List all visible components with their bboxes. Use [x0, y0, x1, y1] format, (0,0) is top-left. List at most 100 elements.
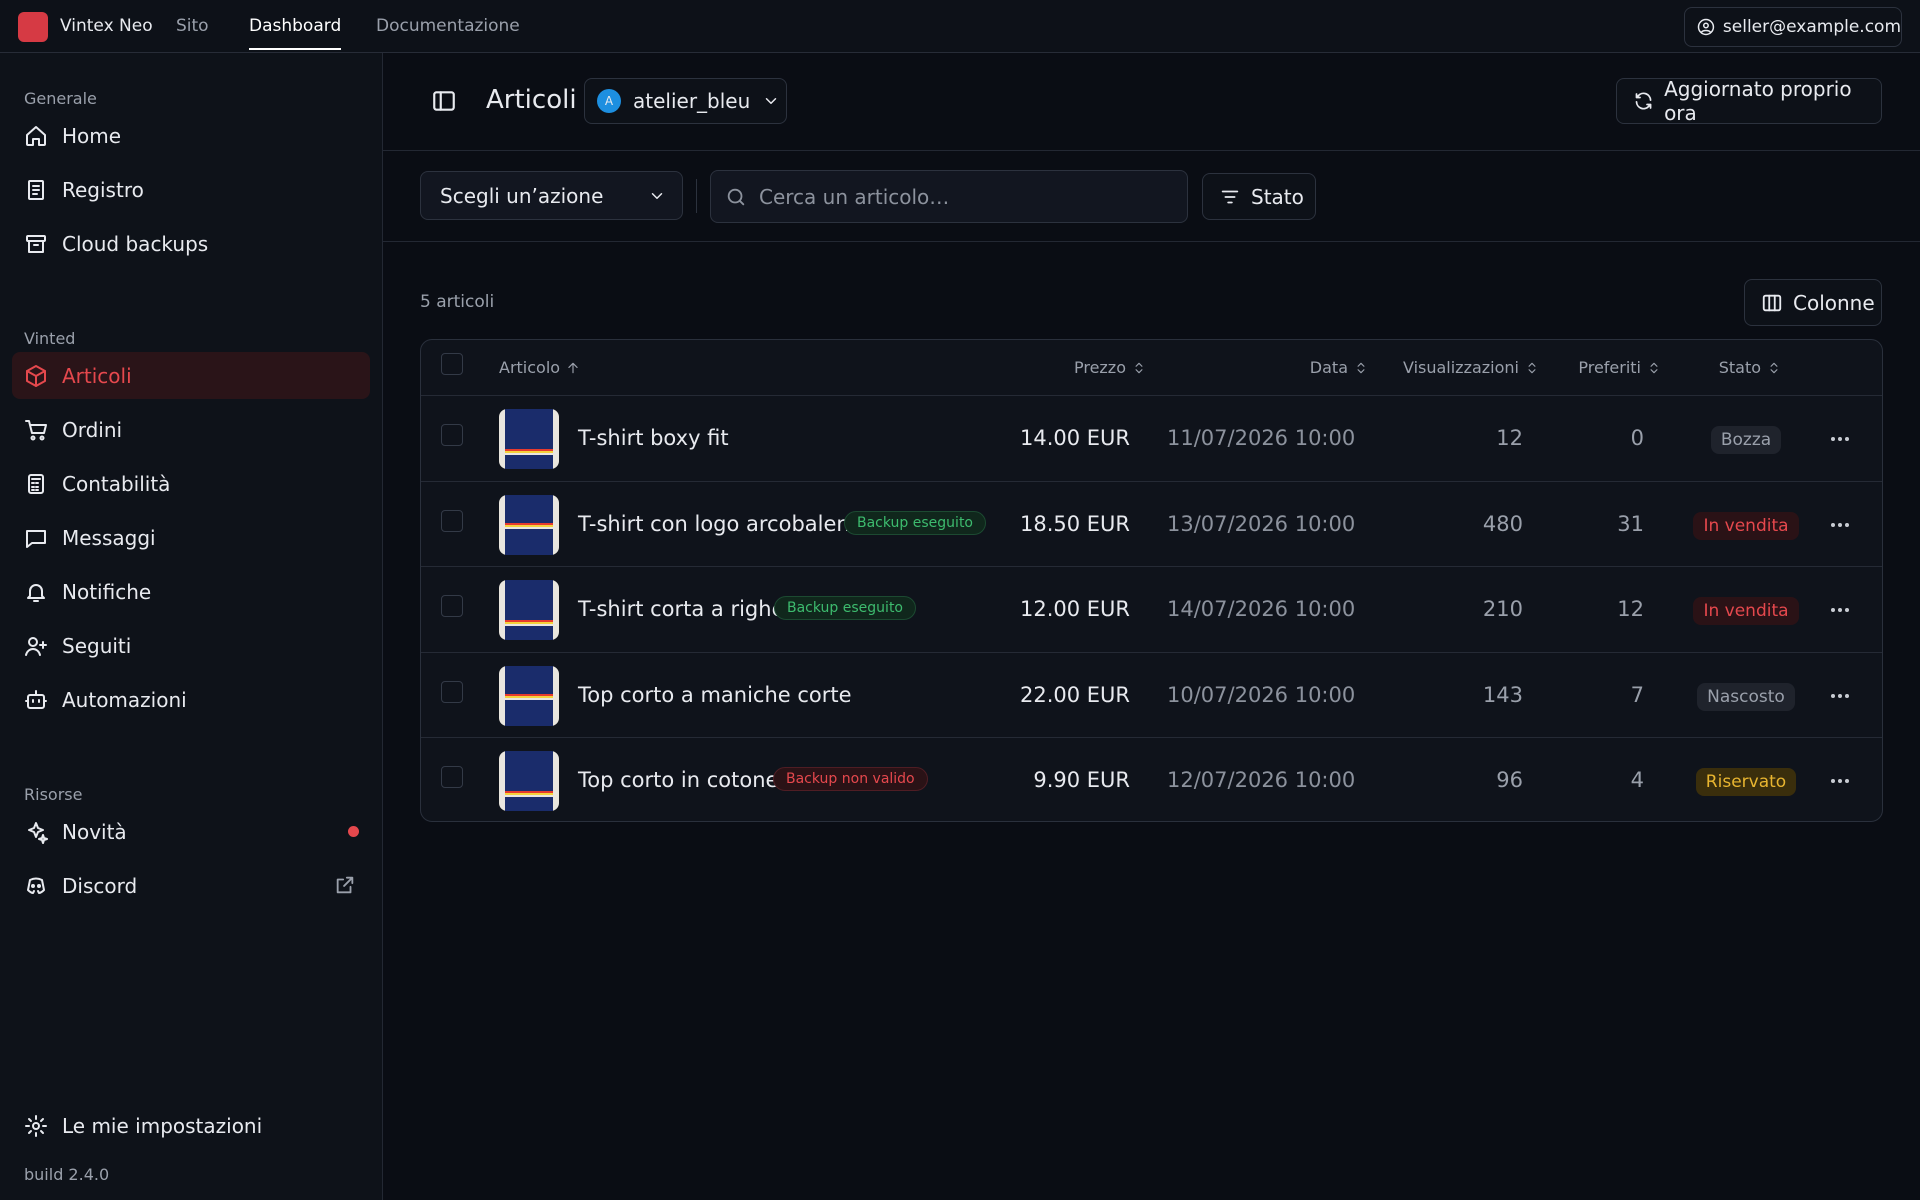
- row-menu[interactable]: [1828, 513, 1852, 541]
- price: 14.00 EUR: [1019, 426, 1130, 450]
- column-header[interactable]: Stato: [1719, 358, 1781, 377]
- row-menu[interactable]: [1828, 598, 1852, 626]
- thumbnail-stripe: [505, 791, 553, 798]
- row-checkbox[interactable]: [441, 595, 463, 618]
- row-checkbox[interactable]: [441, 766, 463, 789]
- sidebar-toggle[interactable]: [431, 88, 457, 114]
- backup-badge: Backup non valido: [773, 767, 928, 792]
- nav-item-label: Automazioni: [62, 687, 187, 712]
- nav-item[interactable]: Contabilità: [12, 460, 370, 507]
- refresh-button[interactable]: Aggiornato proprio ora: [1616, 77, 1882, 125]
- account-select[interactable]: A atelier_bleu: [584, 78, 787, 124]
- status-badge: Bozza: [1710, 426, 1782, 454]
- row-menu[interactable]: [1828, 769, 1852, 797]
- nav-item[interactable]: Home: [12, 112, 370, 159]
- table-row[interactable]: Top corto in cotone Backup non valido 9.90…: [421, 737, 1882, 821]
- table-row[interactable]: T-shirt con logo arcobaleno Backup esegui…: [421, 480, 1882, 567]
- action-select[interactable]: Scegli un’azione: [420, 171, 683, 220]
- thumbnail: [499, 751, 559, 812]
- column-header[interactable]: Visualizzazioni: [1403, 358, 1539, 377]
- views: 210: [1482, 597, 1523, 622]
- status-filter[interactable]: Stato: [1202, 173, 1316, 220]
- thumbnail: [499, 409, 559, 469]
- item-title[interactable]: T-shirt con logo arcobaleno: [578, 511, 863, 536]
- row-checkbox[interactable]: [441, 680, 463, 703]
- nav-link[interactable]: Sito: [176, 16, 209, 36]
- brand[interactable]: Vintex Neo: [60, 16, 153, 36]
- search-input[interactable]: Cerca un articolo…: [710, 170, 1188, 223]
- column-label: Stato: [1718, 358, 1761, 377]
- column-label: Prezzo: [1073, 358, 1126, 377]
- nav-item[interactable]: Messaggi: [12, 514, 370, 561]
- top-bar: Vintex Neo Sito Dashboard Documentazione s…: [0, 0, 1920, 53]
- column-label: Visualizzazioni: [1402, 358, 1519, 377]
- columns-button[interactable]: Colonne: [1744, 279, 1882, 326]
- price: 9.90 EUR: [1033, 768, 1130, 793]
- settings-link[interactable]: Le mie impostazioni: [12, 1102, 370, 1149]
- nav-item[interactable]: Novità: [12, 808, 370, 855]
- favorites: 12: [1617, 597, 1644, 622]
- nav-link[interactable]: Dashboard: [249, 16, 342, 50]
- nav-item-label: Registro: [62, 177, 144, 202]
- backup-badge: Backup eseguito: [774, 596, 916, 621]
- favorites: 7: [1630, 682, 1644, 707]
- nav-item-label: Contabilità: [62, 471, 171, 496]
- column-label: Preferiti: [1578, 358, 1641, 377]
- thumbnail: [499, 494, 559, 555]
- row-checkbox[interactable]: [441, 509, 463, 532]
- column-header[interactable]: Articolo: [499, 358, 580, 377]
- nav-item-label: Messaggi: [62, 525, 156, 550]
- nav-item[interactable]: Articoli: [12, 352, 370, 399]
- price: 22.00 EUR: [1019, 682, 1130, 707]
- nav-item[interactable]: Discord: [12, 862, 370, 909]
- row-menu[interactable]: [1828, 427, 1852, 455]
- thumbnail-stripe: [505, 693, 553, 700]
- nav-item[interactable]: Notifiche: [12, 568, 370, 615]
- date: 14/07/2026 10:00: [1167, 597, 1356, 622]
- thumbnail-stripe: [505, 522, 553, 529]
- nav-item-label: Articoli: [62, 363, 132, 388]
- nav-item[interactable]: Ordini: [12, 406, 370, 453]
- thumbnail: [499, 665, 559, 726]
- row-checkbox[interactable]: [441, 424, 463, 446]
- item-title[interactable]: Top corto in cotone: [578, 768, 779, 793]
- external-icon: [334, 874, 370, 901]
- nav-item-label: Home: [62, 123, 122, 148]
- favorites: 4: [1630, 768, 1644, 793]
- nav-item[interactable]: Automazioni: [12, 676, 370, 723]
- table-header: Articolo Prezzo Data Visualizzazioni Preferi…: [421, 340, 1882, 395]
- page-header: Articoli A atelier_bleu Aggiornato propr…: [383, 53, 1920, 151]
- nav-item[interactable]: Registro: [12, 166, 370, 213]
- status-badge: Nascosto: [1697, 682, 1795, 711]
- separator: [696, 179, 697, 213]
- columns-label: Colonne: [1793, 290, 1875, 315]
- select-all[interactable]: [441, 353, 463, 375]
- nav-item-label: Discord: [62, 873, 138, 898]
- column-header[interactable]: Preferiti: [1578, 358, 1661, 377]
- item-title[interactable]: T-shirt corta a righe: [578, 597, 785, 622]
- row-menu[interactable]: [1828, 684, 1852, 712]
- thumbnail-stripe: [505, 449, 553, 455]
- nav-item[interactable]: Cloud backups: [12, 220, 370, 267]
- user-menu[interactable]: seller@example.com: [1684, 7, 1902, 47]
- table-row[interactable]: Top corto a maniche corte 22.00 EUR 10/07/…: [421, 651, 1882, 738]
- item-count: 5 articoli: [420, 292, 495, 312]
- table-row[interactable]: T-shirt corta a righe Backup eseguito 12.0…: [421, 566, 1882, 652]
- item-title[interactable]: T-shirt boxy fit: [578, 426, 729, 450]
- nav-item[interactable]: Seguiti: [12, 622, 370, 669]
- date: 10/07/2026 10:00: [1167, 682, 1356, 707]
- views: 12: [1496, 426, 1523, 450]
- sidebar: Generale Home Registro Cloud backups Vinted A…: [0, 53, 383, 1200]
- item-title[interactable]: Top corto a maniche corte: [578, 682, 852, 707]
- status-badge: In vendita: [1693, 597, 1799, 626]
- nav-item-label: Notifiche: [62, 579, 152, 604]
- toolbar: Scegli un’azione Cerca un articolo… Stat…: [383, 151, 1920, 242]
- date: 13/07/2026 10:00: [1167, 511, 1356, 536]
- table-row[interactable]: T-shirt boxy fit 14.00 EUR 11/07/2026 10:0…: [421, 395, 1882, 481]
- nav-link[interactable]: Documentazione: [376, 16, 520, 36]
- search-placeholder: Cerca un articolo…: [759, 184, 950, 209]
- column-header[interactable]: Data: [1310, 358, 1368, 377]
- column-header[interactable]: Prezzo: [1074, 358, 1146, 377]
- thumbnail-stripe: [505, 620, 553, 627]
- favorites: 0: [1630, 426, 1644, 450]
